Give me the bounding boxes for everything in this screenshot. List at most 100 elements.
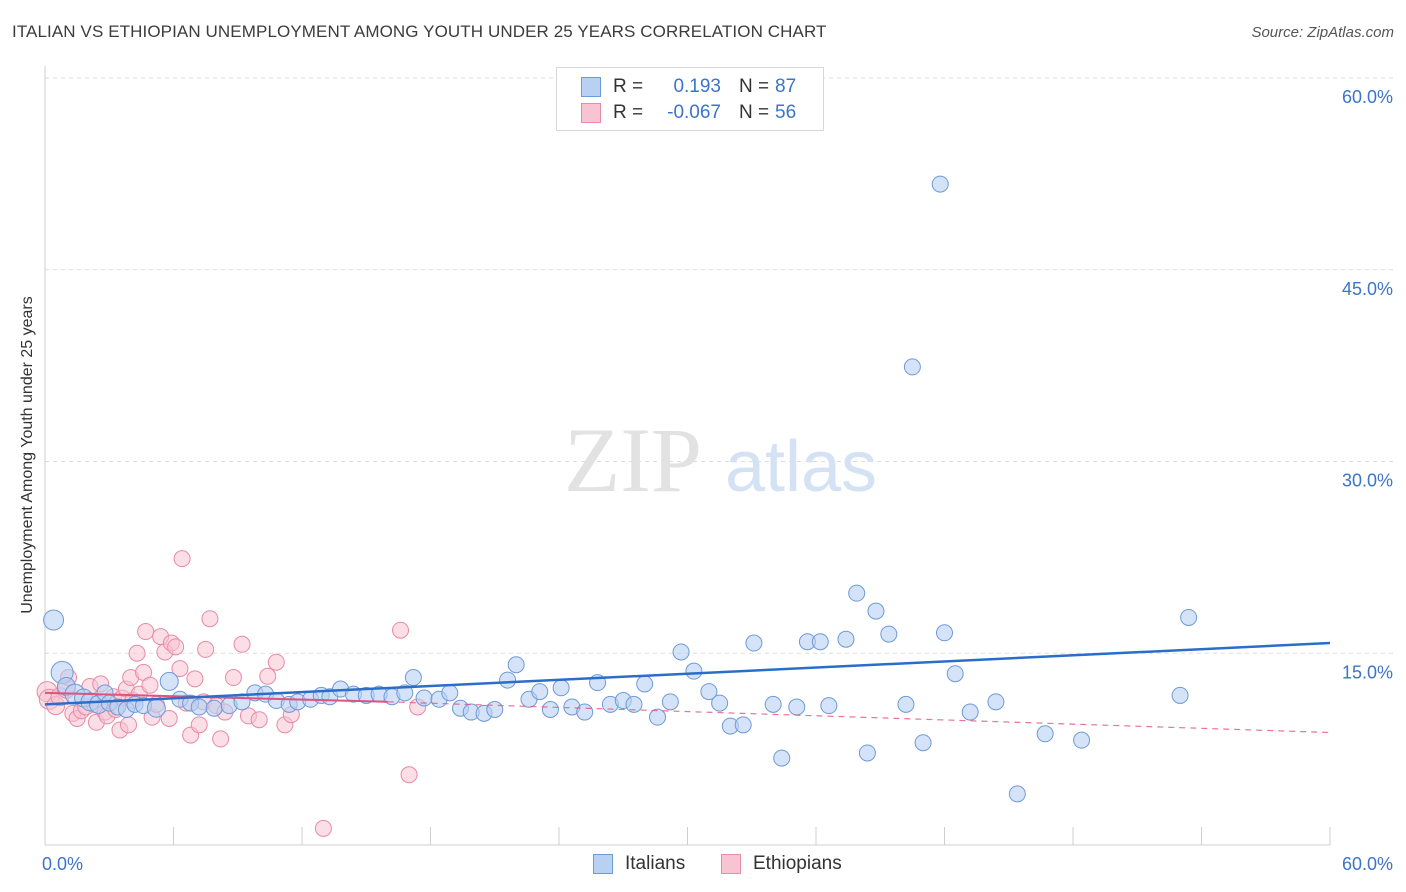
grid-layer xyxy=(45,77,1394,654)
ethiopians-points xyxy=(36,550,427,837)
italians-point xyxy=(576,703,594,721)
italians-point xyxy=(205,699,223,717)
italians-point xyxy=(1036,725,1054,743)
ethiopians-trend-dashed xyxy=(387,701,1331,734)
italians-point xyxy=(837,630,855,648)
ethiopians-point xyxy=(400,766,418,784)
legend-row-italians: R = 0.193 N = 87 xyxy=(557,75,796,99)
italians-point xyxy=(552,679,570,697)
y-tick-label: 45.0% xyxy=(1342,279,1393,299)
italians-point xyxy=(987,693,1005,711)
ethiopians-point xyxy=(250,711,268,729)
bottom-legend-italians: Italians xyxy=(593,852,685,876)
italians-point xyxy=(636,675,654,693)
tick-labels: 15.0% 30.0% 45.0% 60.0% 0.0% 60.0% xyxy=(42,87,1393,874)
legend-r-label: R = xyxy=(613,102,644,123)
italians-point xyxy=(848,584,866,602)
italians-point xyxy=(961,703,979,721)
italians-point xyxy=(396,684,414,702)
italians-point xyxy=(1008,785,1026,803)
italians-point xyxy=(1171,686,1189,704)
italians-point xyxy=(661,693,679,711)
italians-point xyxy=(734,716,752,734)
x-tick-label: 60.0% xyxy=(1342,854,1393,874)
ethiopians-point xyxy=(259,667,277,685)
italians-point xyxy=(685,662,703,680)
ethiopians-point xyxy=(120,716,138,734)
source-label: Source: ZipAtlas.com xyxy=(1251,24,1394,41)
ethiopians-point xyxy=(173,550,191,568)
italians-point xyxy=(486,700,504,718)
x-tick-label: 0.0% xyxy=(42,854,83,874)
y-tick-label: 15.0% xyxy=(1342,662,1393,682)
italians-point xyxy=(190,698,208,716)
ethiopians-point xyxy=(267,653,285,671)
italians-point xyxy=(931,175,949,193)
italians-legend-swatch xyxy=(593,854,613,874)
italians-point xyxy=(507,656,525,674)
ethiopians-point xyxy=(141,676,159,694)
italians-point xyxy=(811,633,829,651)
italians-point xyxy=(625,695,643,713)
axis-layer xyxy=(44,66,1331,846)
italians-point xyxy=(146,698,166,718)
italians-point xyxy=(43,609,65,631)
italians-point xyxy=(159,671,179,691)
italians-point xyxy=(820,697,838,715)
legend-n-label: N = xyxy=(739,102,770,123)
ethiopians-point xyxy=(171,660,189,678)
ethiopians-point xyxy=(233,635,251,653)
italians-point xyxy=(404,669,422,687)
italians-trend-line xyxy=(44,641,1331,706)
ethiopians-point xyxy=(201,610,219,628)
ethiopians-point xyxy=(190,716,208,734)
ethiopians-legend-swatch xyxy=(721,854,741,874)
italians-point xyxy=(858,744,876,762)
italians-point xyxy=(946,665,964,683)
ethiopians-legend-label: Ethiopians xyxy=(753,853,842,874)
legend-row-ethiopians: R = -0.067 N = 56 xyxy=(557,101,796,125)
italians-point xyxy=(649,708,667,726)
italians-points xyxy=(43,175,1198,803)
legend-n-value: 87 xyxy=(775,76,797,97)
watermark-zip: ZIP xyxy=(564,409,702,511)
ethiopians-point xyxy=(314,819,332,837)
correlation-legend: R = 0.193 N = 87 R = -0.067 N = 56 xyxy=(556,67,824,131)
italians-point xyxy=(711,694,729,712)
italians-point xyxy=(880,625,898,643)
italians-point xyxy=(672,643,690,661)
watermark-atlas: atlas xyxy=(725,427,877,507)
ethiopians-point xyxy=(392,621,410,639)
ethiopians-point xyxy=(212,730,230,748)
y-tick-label: 60.0% xyxy=(1342,87,1393,107)
italians-point xyxy=(903,358,921,376)
chart-title: ITALIAN VS ETHIOPIAN UNEMPLOYMENT AMONG … xyxy=(12,22,827,41)
ethiopians-point xyxy=(224,669,242,687)
legend-r-label: R = xyxy=(613,76,644,97)
italians-point xyxy=(1180,608,1198,626)
ethiopians-point xyxy=(128,644,146,662)
ethiopians-point xyxy=(186,670,204,688)
italians-swatch xyxy=(581,77,601,97)
ethiopians-point xyxy=(160,709,178,727)
ethiopians-point xyxy=(137,623,155,641)
italians-point xyxy=(1073,731,1091,749)
italians-point xyxy=(499,671,517,689)
y-axis-title: Unemployment Among Youth under 25 years xyxy=(19,296,36,614)
italians-point xyxy=(441,684,459,702)
legend-r-value: 0.193 xyxy=(673,76,721,97)
italians-point xyxy=(914,734,932,752)
italians-point xyxy=(936,624,953,642)
italians-legend-label: Italians xyxy=(625,853,686,874)
italians-point xyxy=(541,700,559,718)
legend-n-value: 56 xyxy=(775,102,797,123)
ethiopians-swatch xyxy=(581,103,601,123)
italians-point xyxy=(764,695,782,713)
y-tick-label: 30.0% xyxy=(1342,471,1393,491)
trend-lines xyxy=(44,641,1331,734)
italians-point xyxy=(700,683,718,701)
bottom-legend-ethiopians: Ethiopians xyxy=(721,852,842,876)
italians-point xyxy=(773,749,791,767)
legend-r-value: -0.067 xyxy=(667,102,721,123)
